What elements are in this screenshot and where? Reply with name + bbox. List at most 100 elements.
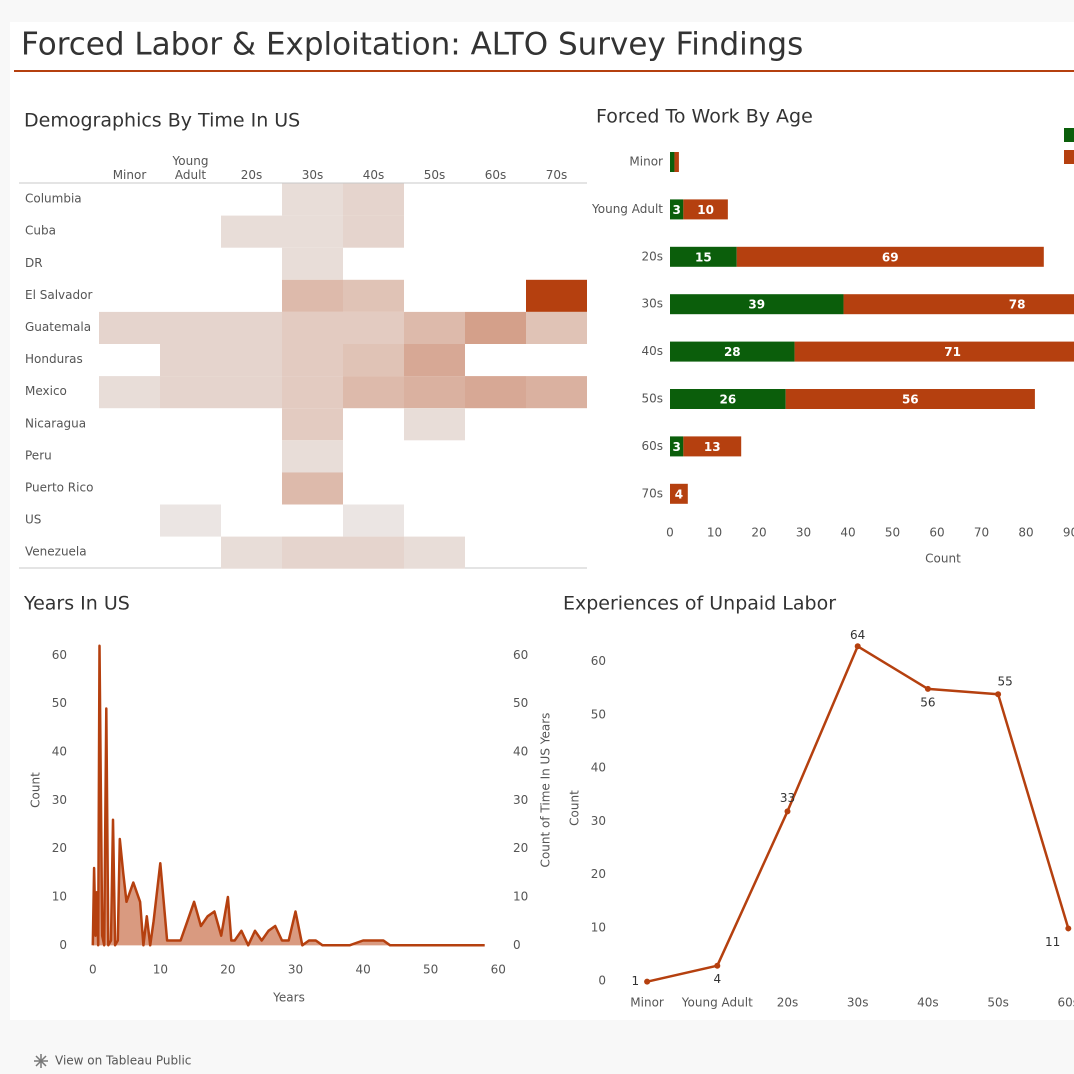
x-tick-label: 60 [491,963,506,977]
heat-cell [343,504,404,537]
heat-cell [343,183,404,216]
y-tick-label: 10 [52,890,67,904]
x-tick-label: 60s [1058,996,1074,1010]
x-tick-label: 40s [917,996,939,1010]
heat-cell [526,279,587,312]
bar-segment [794,341,1074,362]
heat-cell [221,344,282,377]
chart-title: Forced To Work By Age [596,106,813,128]
footer-link[interactable]: View on Tableau Public [55,1054,191,1068]
legend-swatch [1064,128,1074,142]
heat-cell [282,536,343,569]
category-label: 50s [641,392,663,406]
x-tick-label: Young Adult [681,996,753,1010]
y2-tick-label: 50 [513,696,528,710]
heat-cell [221,376,282,409]
category-label: 20s [641,249,663,263]
value-label: 56 [920,695,935,709]
x-tick-label: 50s [987,996,1009,1010]
tableau-icon[interactable] [34,1054,48,1068]
row-label: Cuba [25,224,56,238]
heat-cell [526,376,587,409]
heat-cell [221,536,282,569]
y-axis-label: Count [29,772,43,808]
bar-segment [674,152,679,172]
category-label: Minor [629,155,663,169]
column-header: Minor [112,168,147,182]
y-tick-label: 40 [591,761,606,775]
x-tick-label: 50 [885,526,900,540]
bar-segment [670,152,675,172]
y-tick-label: 20 [52,841,67,855]
bar-segment [670,294,844,315]
y-tick-label: 20 [591,867,606,881]
bar-segment [670,389,786,409]
category-label: Young Adult [591,202,663,216]
value-label: 4 [713,972,721,986]
y-tick-label: 50 [52,696,67,710]
bar-label: 56 [902,393,919,407]
x-tick-label: 10 [153,963,168,977]
heat-cell [465,376,526,409]
bar-label: 69 [882,250,899,264]
value-label: 11 [1045,935,1060,949]
y-tick-label: 0 [59,938,67,952]
dashboard-title: Forced Labor & Exploitation: ALTO Survey… [21,27,803,63]
x-tick-label: 20 [220,963,235,977]
row-label: Nicaragua [25,416,86,430]
value-label: 1 [631,974,639,988]
bar-label: 4 [675,487,683,501]
heat-cell [343,215,404,248]
x-tick-label: 0 [666,526,674,540]
bar-label: 28 [724,345,741,359]
bar-segment [670,246,737,267]
x-tick-label: 60 [929,526,944,540]
heat-cell [404,344,465,377]
bar-label: 15 [695,250,712,264]
heat-cell [282,311,343,344]
heat-cell [160,504,221,537]
bar-segment [736,246,1044,267]
x-axis-label: Years [272,991,305,1005]
bar-segment [670,483,688,504]
row-label: US [25,513,41,527]
heat-cell [160,344,221,377]
x-tick-label: 20s [777,996,799,1010]
area-fill [92,645,485,946]
column-header: 20s [240,168,263,182]
bar-segment [670,341,795,362]
row-label: Puerto Rico [25,480,93,494]
x-tick-label: 80 [1018,526,1033,540]
y2-axis-label: Count of Time In US Years [539,713,553,868]
point [854,643,861,650]
heat-cell [282,183,343,216]
bar-label: 78 [1009,298,1026,312]
heat-cell [282,279,343,312]
category-label: 60s [641,439,663,453]
value-label: 33 [780,791,795,805]
heat-cell [282,440,343,473]
category-label: 70s [641,486,663,500]
chart-title: Years In US [23,593,130,615]
x-tick-label: 10 [707,526,722,540]
y-tick-label: 50 [591,707,606,721]
row-label: Peru [25,448,52,462]
heat-cell [282,215,343,248]
point [644,978,651,985]
heat-cell [404,408,465,441]
y-tick-label: 60 [52,648,67,662]
heat-cell [343,311,404,344]
heat-cell [160,376,221,409]
heat-cell [221,215,282,248]
heat-cell [343,344,404,377]
heat-cell [221,311,282,344]
heat-cell [99,376,160,409]
x-tick-label: 30s [847,996,869,1010]
heat-cell [99,311,160,344]
area-line [91,644,485,947]
x-tick-label: 0 [89,963,97,977]
legend-swatch [1064,150,1074,164]
x-tick-label: 30 [288,963,303,977]
row-label: Mexico [25,384,67,398]
